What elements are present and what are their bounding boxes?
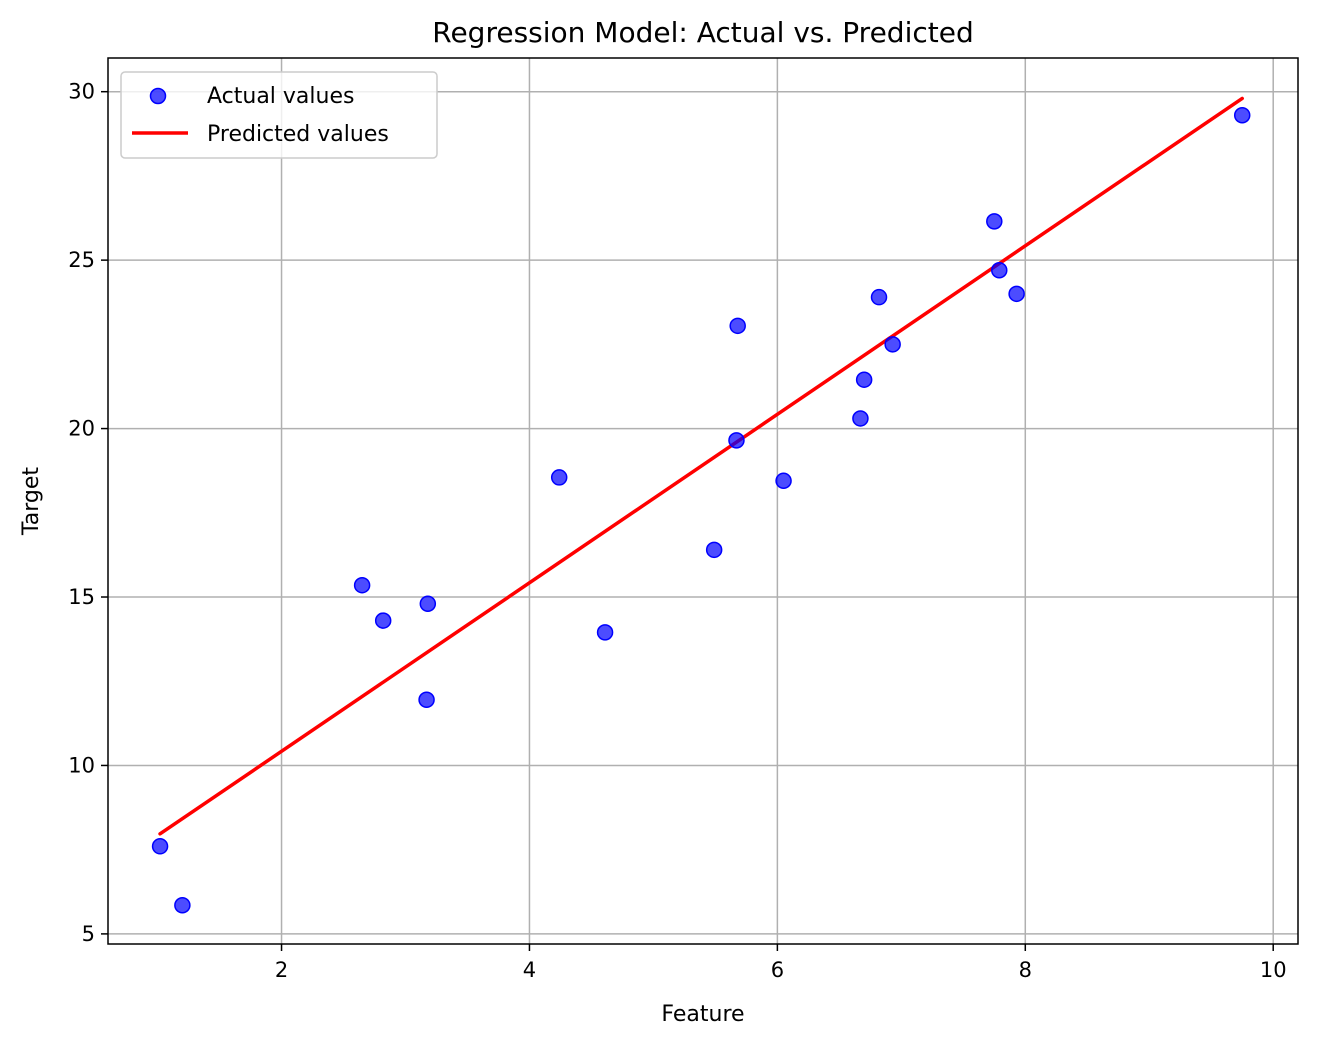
actual-point (884, 336, 901, 353)
y-tick-label: 25 (68, 248, 95, 272)
actual-point (729, 317, 746, 335)
actual-point (991, 261, 1008, 279)
actual-point (596, 624, 614, 641)
actual-point (855, 371, 873, 388)
y-tick-label: 20 (68, 417, 95, 441)
actual-point (1233, 107, 1251, 124)
y-tick-label: 15 (68, 585, 95, 609)
y-tick-label: 10 (68, 753, 95, 777)
legend-label-predicted: Predicted values (207, 122, 389, 147)
x-tick-label: 8 (1019, 958, 1032, 982)
legend-box (120, 71, 438, 159)
actual-point (550, 469, 568, 486)
actual-point (174, 897, 191, 914)
actual-point (986, 213, 1003, 230)
y-tick-label: 5 (82, 922, 95, 946)
predicted-line (158, 96, 1244, 836)
plot-area-frame (107, 57, 1299, 945)
grid-lines (108, 58, 1298, 944)
legend-marker-actual (149, 87, 167, 105)
actual-point (852, 410, 869, 427)
actual-point (728, 432, 745, 449)
actual-series (151, 107, 1251, 914)
actual-point (374, 612, 392, 629)
predicted-series (158, 96, 1244, 836)
actual-point (151, 838, 169, 855)
actual-point (775, 472, 792, 490)
x-axis-label: Feature (661, 1002, 744, 1027)
actual-point (353, 576, 371, 594)
x-tick-label: 6 (771, 958, 784, 982)
x-tick-label: 2 (275, 958, 288, 982)
y-axis-label: Target (19, 467, 44, 536)
x-tick-label: 4 (523, 958, 536, 982)
legend: Actual values Predicted values (120, 71, 438, 159)
x-axis-ticks: 2 4 6 8 10 (275, 944, 1287, 982)
actual-point (1008, 285, 1025, 303)
chart-title: Regression Model: Actual vs. Predicted (432, 16, 973, 49)
actual-point (419, 595, 437, 612)
actual-point (418, 691, 435, 709)
actual-point (870, 288, 888, 306)
x-tick-label: 10 (1260, 958, 1287, 982)
y-axis-ticks: 5 10 15 20 25 30 (68, 80, 108, 946)
legend-label-actual: Actual values (207, 84, 354, 109)
y-tick-label: 30 (68, 80, 95, 104)
actual-point (705, 541, 723, 559)
